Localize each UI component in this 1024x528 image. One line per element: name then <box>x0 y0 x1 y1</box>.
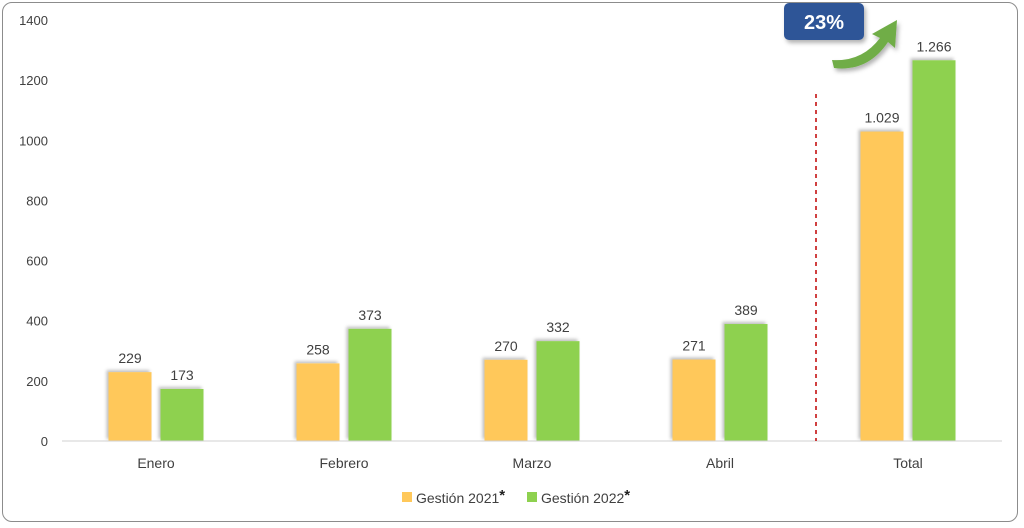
data-label: 1.029 <box>864 110 899 126</box>
data-label: 271 <box>682 338 706 354</box>
data-label: 373 <box>358 307 382 323</box>
data-label: 1.266 <box>916 38 951 54</box>
data-label: 229 <box>118 350 142 366</box>
y-tick-label: 600 <box>26 254 48 269</box>
y-tick-label: 200 <box>26 374 48 389</box>
y-axis: 0 200 400 600 800 1000 1200 1400 <box>19 13 48 449</box>
bar <box>160 388 204 441</box>
bar <box>536 341 580 441</box>
data-label: 270 <box>494 338 518 354</box>
data-label: 389 <box>734 302 758 318</box>
bar <box>296 363 340 441</box>
legend-swatch <box>402 492 412 502</box>
growth-badge <box>784 3 864 40</box>
data-label: 173 <box>170 367 194 383</box>
bar <box>108 372 152 441</box>
y-tick-label: 1200 <box>19 73 48 88</box>
y-tick-label: 0 <box>41 434 48 449</box>
bar <box>724 324 768 441</box>
legend-label: Gestión 2021* <box>416 487 505 506</box>
x-tick-label: Marzo <box>513 455 552 471</box>
y-tick-label: 1400 <box>19 13 48 28</box>
y-tick-label: 800 <box>26 193 48 208</box>
data-labels: 229 173 258 373 270 332 271 389 1.029 1.266 <box>118 38 951 383</box>
legend: Gestión 2021* Gestión 2022* <box>402 487 630 506</box>
x-tick-label: Enero <box>137 455 175 471</box>
data-label: 332 <box>546 319 570 335</box>
bar <box>484 359 528 441</box>
x-tick-label: Abril <box>706 455 734 471</box>
bar <box>912 60 956 441</box>
y-tick-label: 400 <box>26 314 48 329</box>
bar <box>348 328 392 441</box>
bar <box>860 131 904 441</box>
legend-swatch <box>527 492 537 502</box>
y-tick-label: 1000 <box>19 133 48 148</box>
growth-badge-text: 23% <box>804 12 844 34</box>
legend-label: Gestión 2022* <box>541 487 630 506</box>
bars <box>108 60 956 441</box>
growth-annotation: 23% <box>784 3 897 69</box>
x-tick-label: Total <box>893 455 923 471</box>
x-tick-label: Febrero <box>319 455 368 471</box>
data-label: 258 <box>306 341 330 357</box>
growth-arrow-icon <box>832 20 897 69</box>
bar <box>672 359 716 441</box>
x-axis: Enero Febrero Marzo Abril Total <box>137 455 922 471</box>
